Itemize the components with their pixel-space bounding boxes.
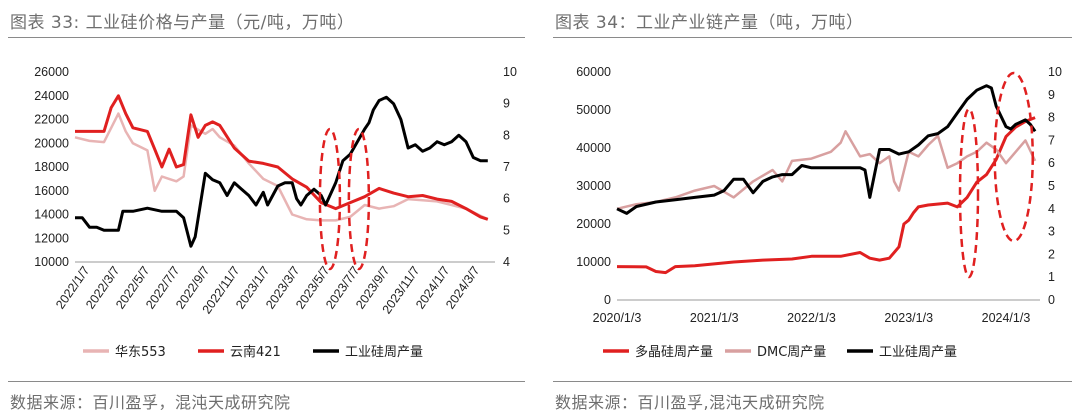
series-line [75, 94, 489, 221]
y-right-tick-label: 5 [503, 223, 510, 237]
x-tick-label: 2024/1/3 [982, 311, 1031, 325]
y-right-tick-label: 5 [1048, 179, 1055, 193]
y-left-tick-label: 50000 [576, 103, 611, 117]
series-line [616, 84, 1037, 215]
highlight-ellipse [347, 127, 371, 271]
y-right-tick-label: 10 [503, 65, 517, 79]
legend-label: 工业硅周产量 [345, 345, 423, 360]
y-right-tick-label: 1 [1048, 270, 1055, 284]
legend-label: 工业硅周产量 [879, 345, 957, 360]
right-chart-title: 图表 34：工业产业链产量（吨，万吨） [555, 13, 864, 33]
y-right-tick-label: 4 [503, 255, 510, 269]
right-source-note: 数据来源：百川盈孚,混沌天成研究院 [555, 393, 825, 412]
x-tick-label: 2021/1/3 [690, 311, 739, 325]
y-left-tick-label: 22000 [34, 113, 69, 127]
legend-label: DMC周产量 [757, 345, 826, 360]
highlight-ellipse [958, 107, 980, 279]
y-left-tick-label: 10000 [34, 255, 69, 269]
right-title-rule [553, 37, 1072, 38]
highlight-ellipse [318, 127, 342, 271]
y-left-tick-label: 16000 [34, 184, 69, 198]
y-left-tick-label: 12000 [34, 231, 69, 245]
x-tick-label: 2020/1/3 [593, 311, 642, 325]
highlight-ellipse [993, 71, 1034, 243]
right-chart-legend: 多晶硅周产量 DMC周产量 工业硅周产量 [603, 344, 957, 360]
y-right-tick-label: 6 [1048, 156, 1055, 170]
left-title-rule [8, 37, 525, 38]
y-left-tick-label: 30000 [576, 179, 611, 193]
right-chart: 0 10000 20000 30000 40000 50000 60000 0 1 2 3 4 5 6 7 8… [576, 65, 1062, 325]
left-chart-title: 图表 33: 工业硅价格与产量（元/吨，万吨） [10, 13, 355, 33]
y-right-tick-label: 3 [1048, 225, 1055, 239]
y-right-tick-label: 7 [1048, 133, 1055, 147]
y-right-tick-label: 9 [1048, 88, 1055, 102]
y-left-tick-label: 60000 [576, 65, 611, 79]
left-bottom-rule [8, 381, 525, 382]
y-left-tick-label: 26000 [34, 65, 69, 79]
y-left-tick-label: 40000 [576, 141, 611, 155]
y-left-tick-label: 14000 [34, 208, 69, 222]
y-right-tick-label: 4 [1048, 202, 1055, 216]
series-line [74, 112, 489, 222]
legend-label: 华东553 [115, 345, 166, 360]
legend-label: 云南421 [230, 344, 281, 360]
y-left-tick-label: 20000 [576, 217, 611, 231]
y-right-tick-label: 9 [503, 97, 510, 111]
y-right-tick-label: 2 [1048, 247, 1055, 261]
y-left-tick-label: 18000 [34, 160, 69, 174]
left-chart: 10000 12000 14000 16000 18000 20000 22000 24000… [34, 65, 517, 317]
y-left-tick-label: 24000 [34, 89, 69, 103]
left-chart-legend: 华东553 云南421 工业硅周产量 [83, 344, 423, 360]
y-left-tick-label: 20000 [34, 136, 69, 150]
y-right-tick-label: 10 [1048, 65, 1062, 79]
x-tick-label: 2022/1/3 [787, 311, 836, 325]
series-line [75, 95, 488, 248]
series-line [616, 116, 1036, 275]
y-right-tick-label: 7 [503, 160, 510, 174]
y-right-tick-label: 8 [503, 128, 510, 142]
y-right-tick-label: 0 [1048, 293, 1055, 307]
left-source-note: 数据来源：百川盈孚，混沌天成研究院 [10, 393, 291, 412]
right-bottom-rule [553, 381, 1072, 382]
y-left-tick-label: 10000 [576, 255, 611, 269]
legend-label: 多晶硅周产量 [635, 344, 713, 360]
x-tick-label: 2023/1/3 [884, 311, 933, 325]
y-right-tick-label: 8 [1048, 111, 1055, 125]
series-line [616, 130, 1037, 211]
y-left-tick-label: 0 [604, 293, 611, 307]
y-right-tick-label: 6 [503, 192, 510, 206]
